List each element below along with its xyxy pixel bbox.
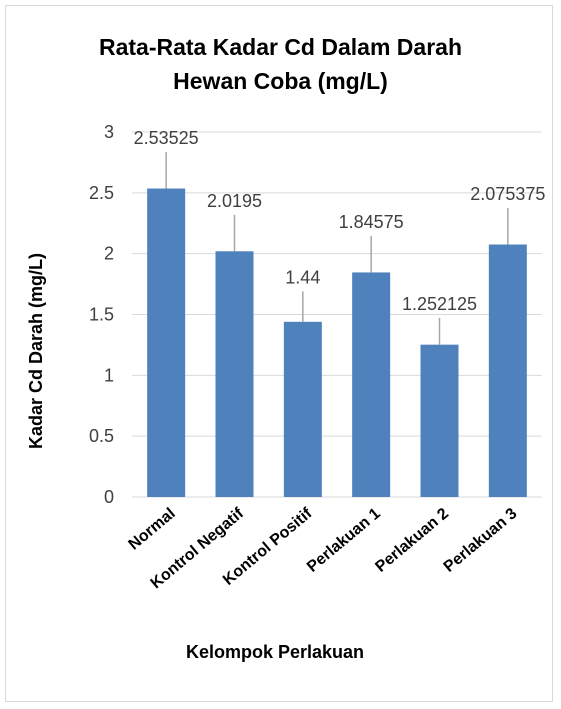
y-tick-label: 0.5 [89,426,114,446]
data-label: 2.0195 [207,191,262,211]
bars [147,188,527,497]
chart-title: Rata-Rata Kadar Cd Dalam Darah Hewan Cob… [0,30,561,98]
chart-title-line-2: Hewan Coba (mg/L) [173,68,388,94]
bar [488,244,527,497]
x-category-label: Perlakuan 2 [372,505,452,576]
bar [283,321,322,497]
bar [352,272,391,497]
data-label: 1.252125 [402,294,477,314]
bar [215,251,254,497]
data-label: 2.53525 [134,128,199,148]
data-label: 2.075375 [470,184,545,204]
bar [147,188,186,497]
x-axis-title: Kelompok Perlakuan [186,642,364,662]
data-label: 1.84575 [339,212,404,232]
chart-title-line-1: Rata-Rata Kadar Cd Dalam Darah [98,34,462,60]
bar [420,344,459,497]
y-tick-label: 2.5 [89,183,114,203]
y-tick-label: 0 [104,487,114,507]
y-tick-label: 2 [104,244,114,264]
data-label: 1.44 [285,267,320,287]
error-bars [165,152,509,345]
data-labels: 2.53525 2.0195 1.44 1.84575 1.252125 2.075375 [134,128,546,314]
y-tick-label: 1 [104,365,114,385]
y-tick-label: 3 [104,122,114,142]
chart-frame [5,5,553,702]
x-category-label: Normal [126,505,179,553]
x-category-label: Perlakuan 3 [441,505,521,576]
gridlines [132,131,542,498]
y-axis-ticks: 0 0.5 1 1.5 2 2.5 3 [89,122,114,507]
x-category-label: Perlakuan 1 [304,505,384,576]
y-axis-title: Kadar Cd Darah (mg/L) [26,253,46,449]
y-tick-label: 1.5 [89,305,114,325]
